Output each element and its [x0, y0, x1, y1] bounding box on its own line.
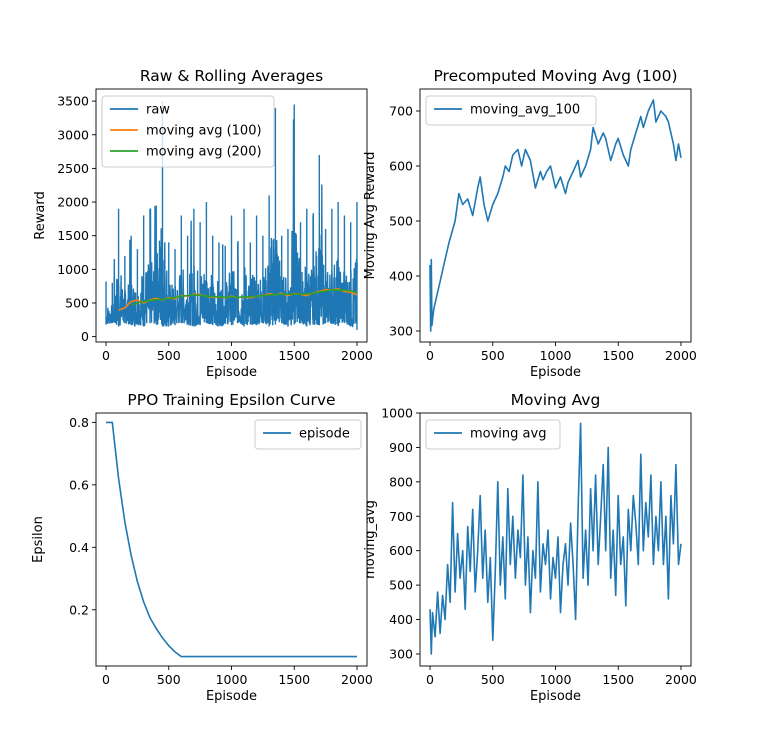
chart-panel-4: 0 500 1000 1500 2000 300 400 500 600 700 800 900 100…: [363, 391, 697, 704]
y-tick-label: 1000: [57, 262, 89, 277]
legend-label: moving avg: [470, 427, 546, 442]
x-tick-label: 0: [426, 672, 434, 687]
x-tick-label: 500: [157, 672, 181, 687]
chart-title: PPO Training Epsilon Curve: [127, 391, 335, 409]
series-line-1: [429, 422, 682, 655]
y-tick-label: 0.6: [69, 477, 89, 492]
y-tick-label: 0.2: [69, 602, 89, 617]
y-tick-label: 0.4: [69, 540, 89, 555]
y-tick-label: 800: [389, 474, 413, 489]
chart-title: Raw & Rolling Averages: [140, 67, 323, 85]
x-tick-label: 1000: [540, 672, 572, 687]
y-tick-label: 1000: [381, 406, 413, 421]
y-axis-label: Epsilon: [31, 516, 46, 563]
axes-frame: [419, 412, 692, 667]
x-tick-label: 1000: [216, 672, 248, 687]
y-tick-label: 500: [65, 295, 89, 310]
y-tick-label: 500: [389, 578, 413, 593]
y-tick-label: 600: [389, 159, 413, 174]
series-line-1: [429, 99, 682, 332]
plot-area: [106, 421, 357, 658]
x-tick-label: 1500: [278, 348, 310, 363]
y-tick-label: 900: [389, 440, 413, 455]
x-tick-label: 1000: [540, 348, 572, 363]
chart-title: Moving Avg: [511, 391, 601, 409]
legend-box: [425, 419, 561, 450]
x-tick-label: 1000: [216, 348, 248, 363]
y-tick-label: 0: [81, 329, 89, 344]
legend: raw moving avg (100) moving avg (200): [101, 95, 275, 168]
y-tick-label: 1500: [57, 228, 89, 243]
x-tick-label: 500: [481, 348, 505, 363]
y-tick-label: 3500: [57, 94, 89, 109]
y-tick-label: 2000: [57, 195, 89, 210]
x-tick-label: 500: [157, 348, 181, 363]
x-tick-label: 1500: [602, 348, 634, 363]
plot-area: [429, 99, 682, 332]
series-line-1: [106, 421, 357, 658]
plot-area: [105, 101, 358, 330]
y-tick-label: 0.8: [69, 415, 89, 430]
axes-frame: [419, 88, 692, 343]
x-tick-label: 0: [102, 348, 110, 363]
y-tick-label: 700: [389, 509, 413, 524]
plot-area: [429, 422, 682, 655]
y-axis-label: Moving Avg Reward: [363, 152, 378, 280]
chart-title: Precomputed Moving Avg (100): [433, 67, 677, 85]
legend-box: [425, 95, 597, 126]
y-tick-label: 2500: [57, 161, 89, 176]
chart-panel-3: 0 500 1000 1500 2000 0.2 0.4 0.6 0.8 PPO Training…: [31, 391, 373, 704]
y-tick-label: 300: [389, 324, 413, 339]
x-axis-label: Episode: [530, 689, 581, 704]
chart-panel-2: 0 500 1000 1500 2000 300 400 500 600 700 Precomput…: [363, 67, 697, 380]
legend: moving_avg_100: [425, 95, 597, 126]
legend-label: moving avg (200): [146, 145, 262, 160]
y-tick-label: 400: [389, 269, 413, 284]
x-axis-label: Episode: [530, 365, 581, 380]
y-axis-label: Reward: [33, 191, 48, 239]
y-tick-label: 3000: [57, 127, 89, 142]
x-axis-label: Episode: [206, 689, 257, 704]
x-tick-label: 1500: [278, 672, 310, 687]
x-tick-label: 500: [481, 672, 505, 687]
y-tick-label: 600: [389, 543, 413, 558]
legend-box: [254, 419, 362, 450]
legend-label: moving_avg_100: [470, 103, 580, 118]
x-tick-label: 1500: [602, 672, 634, 687]
x-tick-label: 2000: [341, 348, 373, 363]
y-tick-label: 500: [389, 214, 413, 229]
legend-label: episode: [299, 427, 350, 442]
y-tick-label: 300: [389, 646, 413, 661]
legend-box: [101, 95, 275, 168]
y-tick-label: 400: [389, 612, 413, 627]
x-tick-label: 2000: [665, 348, 697, 363]
legend-label: moving avg (100): [146, 124, 262, 139]
y-tick-label: 700: [389, 104, 413, 119]
x-tick-label: 0: [426, 348, 434, 363]
x-tick-label: 0: [102, 672, 110, 687]
legend: episode: [254, 419, 362, 450]
chart-panel-1: 0 500 1000 1500 2000 0 500 1000 1500 2000 2500 3000…: [33, 67, 373, 380]
y-axis-label: moving_avg: [363, 500, 378, 579]
legend: moving avg: [425, 419, 561, 450]
x-axis-label: Episode: [206, 365, 257, 380]
x-tick-label: 2000: [665, 672, 697, 687]
legend-label: raw: [146, 103, 170, 118]
x-tick-label: 2000: [341, 672, 373, 687]
axes-frame: [95, 412, 368, 667]
series-line-3: [130, 289, 358, 306]
